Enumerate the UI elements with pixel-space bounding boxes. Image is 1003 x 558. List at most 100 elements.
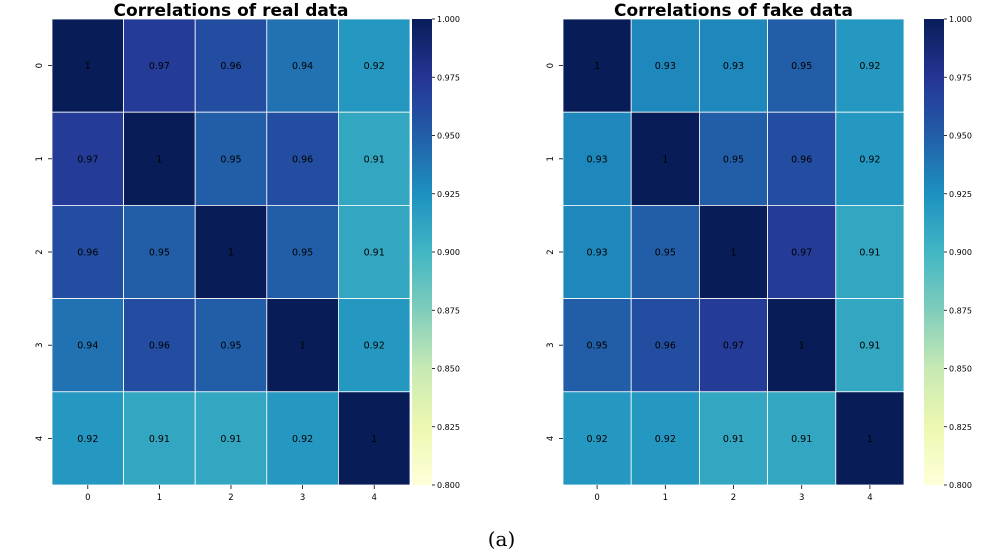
y-tick-label: 0 (35, 63, 45, 68)
heatmap-cell (630, 204, 700, 299)
colorbar-tick-label: 0.800 (437, 481, 460, 490)
cell-value-label: 0.92 (364, 341, 385, 352)
y-tick-label: 3 (546, 342, 556, 347)
colorbar-tick-label: 0.850 (437, 365, 460, 374)
cell-value-label: 1 (85, 61, 91, 72)
heatmap-cell (123, 298, 196, 393)
heatmap-cell (562, 111, 632, 206)
colorbar (412, 19, 432, 485)
cell-value-label: 1 (300, 341, 306, 352)
x-tick-label: 4 (867, 493, 872, 503)
heatmap-cell (337, 111, 411, 206)
cell-value-label: 0.91 (220, 434, 241, 445)
x-tick-label: 2 (731, 493, 736, 503)
heatmap-cell (337, 298, 411, 393)
cell-value-label: 0.93 (587, 248, 608, 259)
y-tick-label: 1 (546, 156, 556, 161)
x-tick-label: 3 (799, 493, 804, 503)
heatmap-cell (699, 391, 769, 486)
heatmap-cell (194, 111, 268, 206)
cell-value-label: 0.94 (292, 61, 313, 72)
cell-value-label: 0.91 (723, 434, 744, 445)
heatmap-cell (194, 204, 268, 299)
colorbar-tick-label: 0.925 (949, 190, 972, 199)
cell-value-label: 0.97 (77, 154, 98, 165)
heatmap-cell (699, 204, 769, 299)
x-tick-label: 0 (85, 493, 90, 503)
y-tick-label: 2 (546, 249, 556, 254)
heatmap-cell (123, 204, 196, 299)
x-tick-label: 3 (300, 493, 305, 503)
colorbar-tick-label: 0.975 (949, 73, 972, 82)
y-tick-label: 1 (35, 156, 45, 161)
heatmap-cell (123, 18, 196, 113)
heatmap-cell (767, 298, 837, 393)
cell-value-label: 0.91 (364, 154, 385, 165)
colorbar-tick-label: 0.900 (949, 248, 972, 257)
colorbar-tick-label: 1.000 (949, 15, 972, 24)
heatmap-cell (266, 18, 339, 113)
cell-value-label: 0.95 (220, 341, 241, 352)
colorbar-tick-label: 0.950 (437, 132, 460, 141)
cell-value-label: 0.92 (292, 434, 313, 445)
cell-value-label: 0.95 (655, 248, 676, 259)
heatmap-cell (337, 204, 411, 299)
cell-value-label: 0.92 (587, 434, 608, 445)
heatmap-cell (51, 111, 124, 206)
heatmap-cell (194, 391, 268, 486)
heatmap-cell (835, 111, 905, 206)
colorbar-tick-label: 0.875 (949, 306, 972, 315)
cell-value-label: 0.91 (364, 248, 385, 259)
cell-value-label: 0.96 (791, 154, 812, 165)
cell-value-label: 0.94 (77, 341, 98, 352)
colorbar (924, 19, 944, 485)
cell-value-label: 0.91 (791, 434, 812, 445)
cell-value-label: 0.95 (723, 154, 744, 165)
cell-value-label: 0.93 (655, 61, 676, 72)
cell-value-label: 0.96 (292, 154, 313, 165)
cell-value-label: 0.95 (292, 248, 313, 259)
cell-value-label: 1 (662, 154, 668, 165)
cell-value-label: 1 (228, 248, 234, 259)
heatmap-cell (699, 18, 769, 113)
heatmap-cell (51, 391, 124, 486)
heatmap-cell (337, 18, 411, 113)
colorbar-tick-label: 0.800 (949, 481, 972, 490)
heatmap-cell (630, 111, 700, 206)
colorbar-tick-label: 0.950 (949, 132, 972, 141)
cell-value-label: 1 (371, 434, 377, 445)
cell-value-label: 0.95 (791, 61, 812, 72)
heatmap-cell (835, 18, 905, 113)
cell-value-label: 0.92 (77, 434, 98, 445)
cell-value-label: 0.91 (859, 341, 880, 352)
heatmap-cell (337, 391, 411, 486)
heatmap-cell (835, 391, 905, 486)
colorbar-tick-label: 0.825 (437, 423, 460, 432)
cell-value-label: 1 (730, 248, 736, 259)
cell-value-label: 0.93 (723, 61, 744, 72)
cell-value-label: 0.96 (220, 61, 241, 72)
heatmap-cell (562, 391, 632, 486)
cell-value-label: 0.92 (364, 61, 385, 72)
x-tick-label: 0 (594, 493, 599, 503)
heatmap-cell (767, 18, 837, 113)
heatmap-cell (630, 391, 700, 486)
heatmap-cell (123, 391, 196, 486)
heatmap-cell (835, 298, 905, 393)
heatmap-cell (699, 111, 769, 206)
cell-value-label: 0.97 (723, 341, 744, 352)
heatmap-cell (194, 18, 268, 113)
heatmap-cell (767, 111, 837, 206)
cell-value-label: 0.91 (149, 434, 170, 445)
cell-value-label: 1 (156, 154, 162, 165)
figure-caption: (a) (487, 527, 516, 551)
colorbar-tick-label: 1.000 (437, 15, 460, 24)
colorbar-tick-label: 0.975 (437, 73, 460, 82)
cell-value-label: 0.92 (859, 61, 880, 72)
y-tick-label: 2 (35, 249, 45, 254)
heatmap-cell (266, 204, 339, 299)
cell-value-label: 0.92 (655, 434, 676, 445)
heatmap-cell (767, 391, 837, 486)
heatmap-cell (767, 204, 837, 299)
